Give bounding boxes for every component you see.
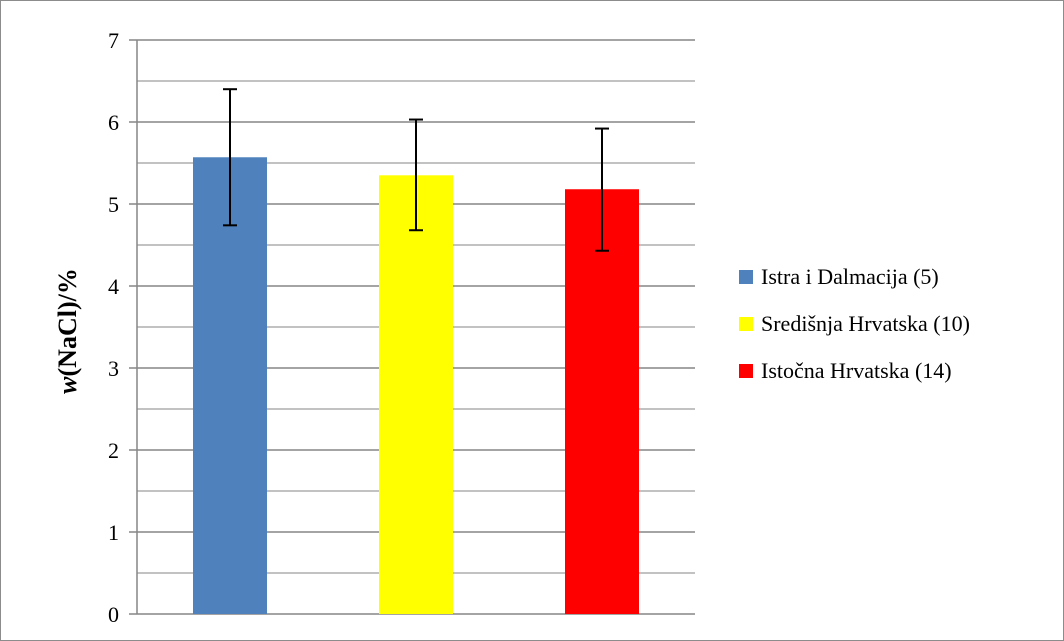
y-tick-label: 6 — [108, 110, 119, 135]
legend-swatch — [739, 317, 753, 331]
bars — [193, 157, 639, 615]
bar — [565, 189, 639, 615]
y-axis-title-rest: (NaCl)/% — [53, 268, 82, 376]
y-axis-title: w(NaCl)/% — [53, 268, 82, 394]
legend-label: Istočna Hrvatska (14) — [761, 358, 952, 383]
y-tick-label: 3 — [108, 356, 119, 381]
legend-swatch — [739, 270, 753, 284]
error-bars — [223, 88, 609, 252]
y-tick-label: 1 — [108, 520, 119, 545]
y-tick-labels: 0 1 2 3 4 5 6 7 — [108, 28, 119, 627]
bar — [379, 175, 453, 615]
y-axis-title-italic: w — [53, 376, 82, 394]
y-tick-label: 4 — [108, 274, 119, 299]
y-tick-label: 7 — [108, 28, 119, 53]
legend: Istra i Dalmacija (5) Središnja Hrvatska … — [739, 264, 970, 383]
legend-swatch — [739, 364, 753, 378]
y-tick-label: 2 — [108, 438, 119, 463]
legend-label: Središnja Hrvatska (10) — [761, 311, 970, 336]
legend-label: Istra i Dalmacija (5) — [761, 264, 939, 289]
y-tick-label: 0 — [108, 602, 119, 627]
bar — [193, 157, 267, 614]
y-tick-label: 5 — [108, 192, 119, 217]
